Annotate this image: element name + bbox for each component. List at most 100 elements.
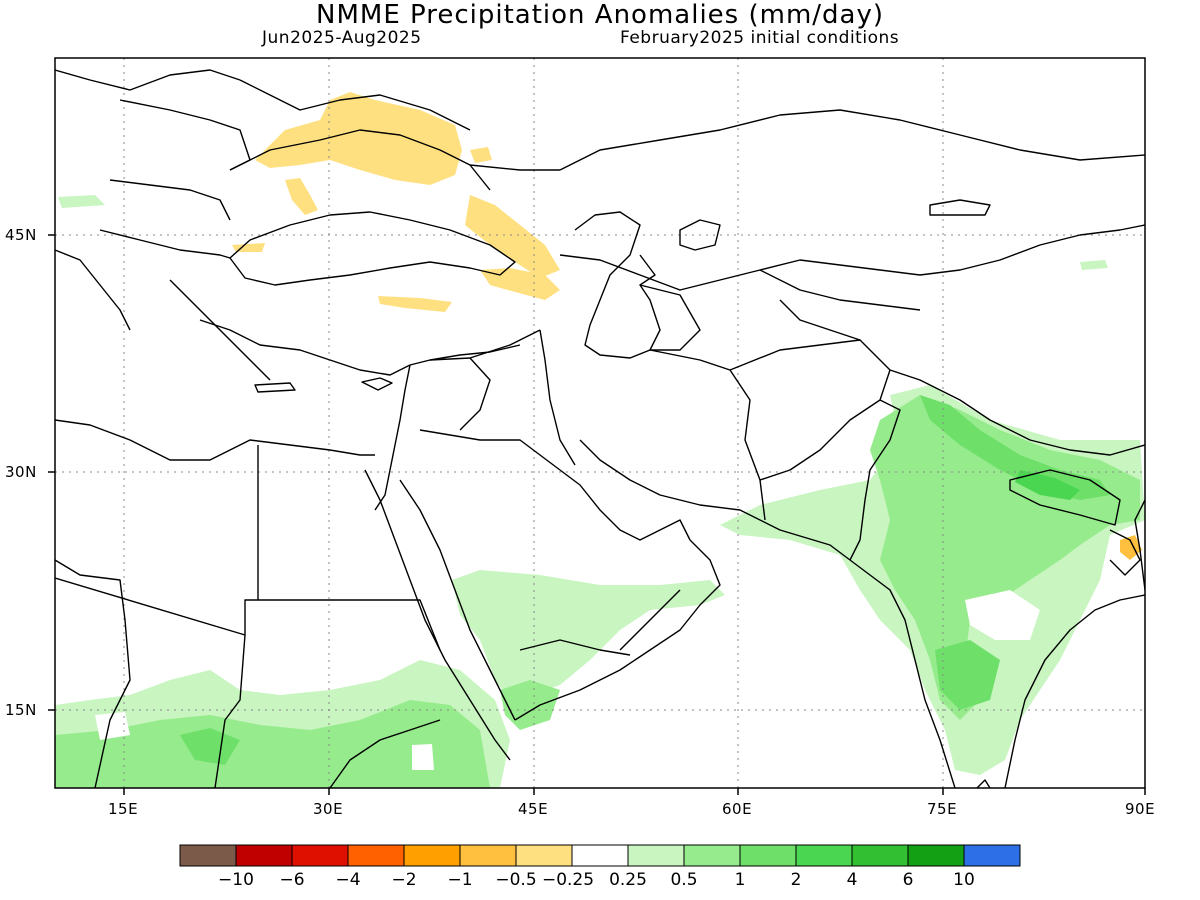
legend-label: −0.25: [541, 870, 595, 890]
legend-label: −10: [218, 870, 254, 890]
color-legend: [179, 844, 1021, 867]
map-layer: [55, 58, 1145, 788]
anatolia-coast: [199, 319, 521, 376]
wet-anomaly-balkans: [58, 195, 105, 208]
coastlines-and-borders: [55, 69, 1145, 788]
legend-swatch: [571, 844, 629, 867]
legend-swatch: [403, 844, 461, 867]
lake-balkhash: [929, 199, 991, 216]
lon-label-45e: 45E: [518, 800, 549, 818]
red-sea-west: [364, 469, 511, 761]
legend-label: 0.25: [609, 870, 647, 890]
lat-label-30n: 30N: [5, 463, 37, 481]
iran-south-coast: [579, 439, 851, 561]
africa-border-libya-egypt: [55, 445, 259, 636]
legend-swatch: [683, 844, 741, 867]
border-nepal: [1009, 469, 1121, 526]
lon-label-30e: 30E: [313, 800, 344, 818]
italy-coast: [55, 249, 131, 331]
legend-swatch: [851, 844, 909, 867]
legend-label: 6: [902, 870, 914, 890]
legend-label: −0.5: [495, 870, 537, 890]
wet-anomaly-africa-core: [180, 728, 240, 765]
crete: [254, 382, 296, 393]
wet-anomaly-central-india: [935, 640, 1000, 710]
border-iran-east: [649, 349, 766, 521]
wet-anomaly-yemen: [500, 680, 560, 730]
india-west-coast: [849, 559, 956, 788]
dry-anomaly-moldova: [285, 178, 318, 215]
legend-label: −4: [335, 870, 361, 890]
lon-label-90e: 90E: [1125, 800, 1156, 818]
border-turkey-syria: [429, 329, 541, 361]
border-bangladesh: [1109, 529, 1141, 576]
dry-anomaly-eastern-europe: [255, 92, 462, 185]
anomaly-fields: [55, 92, 1145, 788]
legend-swatch: [347, 844, 405, 867]
persian-gulf: [559, 469, 691, 541]
levant-coast: [374, 364, 411, 511]
dry-anomaly-north-caucasus: [465, 195, 560, 278]
legend-swatch: [459, 844, 517, 867]
africa-border-west: [55, 559, 131, 788]
border-china-west: [919, 224, 1145, 276]
europe-border-poland: [119, 99, 251, 171]
border-syria-iraq: [459, 357, 491, 431]
wet-anomaly-tibet: [1080, 260, 1108, 270]
legend-swatch: [963, 844, 1021, 867]
dry-anomaly-caucasus: [480, 268, 560, 300]
neutral-patch-india: [965, 590, 1040, 640]
legend-swatch: [179, 844, 237, 867]
border-oman: [619, 589, 681, 651]
dry-anomaly-turkey: [378, 296, 452, 312]
axis-ticks: [48, 234, 1146, 795]
legend-label: 0.5: [670, 870, 698, 890]
border-afghanistan: [729, 339, 891, 481]
legend-label: −1: [447, 870, 473, 890]
africa-north-coast: [55, 419, 375, 461]
baltic-coast: [55, 69, 241, 91]
africa-border-south-sudan: [329, 719, 441, 788]
lat-label-15n: 15N: [5, 701, 37, 719]
lon-label-15e: 15E: [108, 800, 139, 818]
legend-swatch: [739, 844, 797, 867]
arabia-south-coast: [514, 539, 721, 721]
legend-swatch: [515, 844, 573, 867]
legend-swatch: [795, 844, 853, 867]
wet-anomaly-himalaya-core: [1015, 470, 1080, 500]
forecast-period: Jun2025-Aug2025: [262, 28, 422, 48]
border-saudi-jordan: [419, 429, 561, 471]
border-pakistan-india: [849, 399, 901, 561]
border-kazakhstan-north: [559, 109, 1145, 171]
legend-swatch: [907, 844, 965, 867]
border-saudi-yemen: [519, 639, 631, 656]
legend-label: −6: [279, 870, 305, 890]
lon-label-60e: 60E: [722, 800, 753, 818]
neutral-patch-africa-1: [95, 712, 130, 740]
africa-border-chad: [214, 634, 246, 788]
lat-label-45n: 45N: [5, 226, 37, 244]
aral-sea: [679, 219, 721, 251]
legend-swatch: [235, 844, 293, 867]
map-title: NMME Precipitation Anomalies (mm/day): [316, 0, 884, 30]
greece-coast: [169, 279, 271, 381]
border-kazakhstan-south: [559, 254, 921, 291]
russia-south-border: [469, 164, 560, 171]
legend-label: −2: [391, 870, 417, 890]
europe-border-ukraine: [229, 129, 491, 191]
sri-lanka: [976, 779, 991, 788]
legend-label: 10: [953, 870, 975, 890]
border-kyrgyz: [759, 269, 921, 311]
dry-anomaly-small-1: [470, 147, 492, 163]
border-iraq-iran: [539, 329, 576, 466]
graticule: [55, 58, 1145, 788]
border-uzbekistan: [639, 284, 701, 351]
map-frame: [54, 57, 1146, 789]
initial-conditions: February2025 initial conditions: [620, 28, 900, 48]
border-myanmar: [1134, 499, 1145, 591]
india-east-coast: [1004, 594, 1145, 788]
africa-border-sudan: [258, 599, 441, 651]
wet-anomaly-africa-medium: [55, 700, 490, 788]
legend-swatch: [291, 844, 349, 867]
legend-label: 4: [846, 870, 858, 890]
